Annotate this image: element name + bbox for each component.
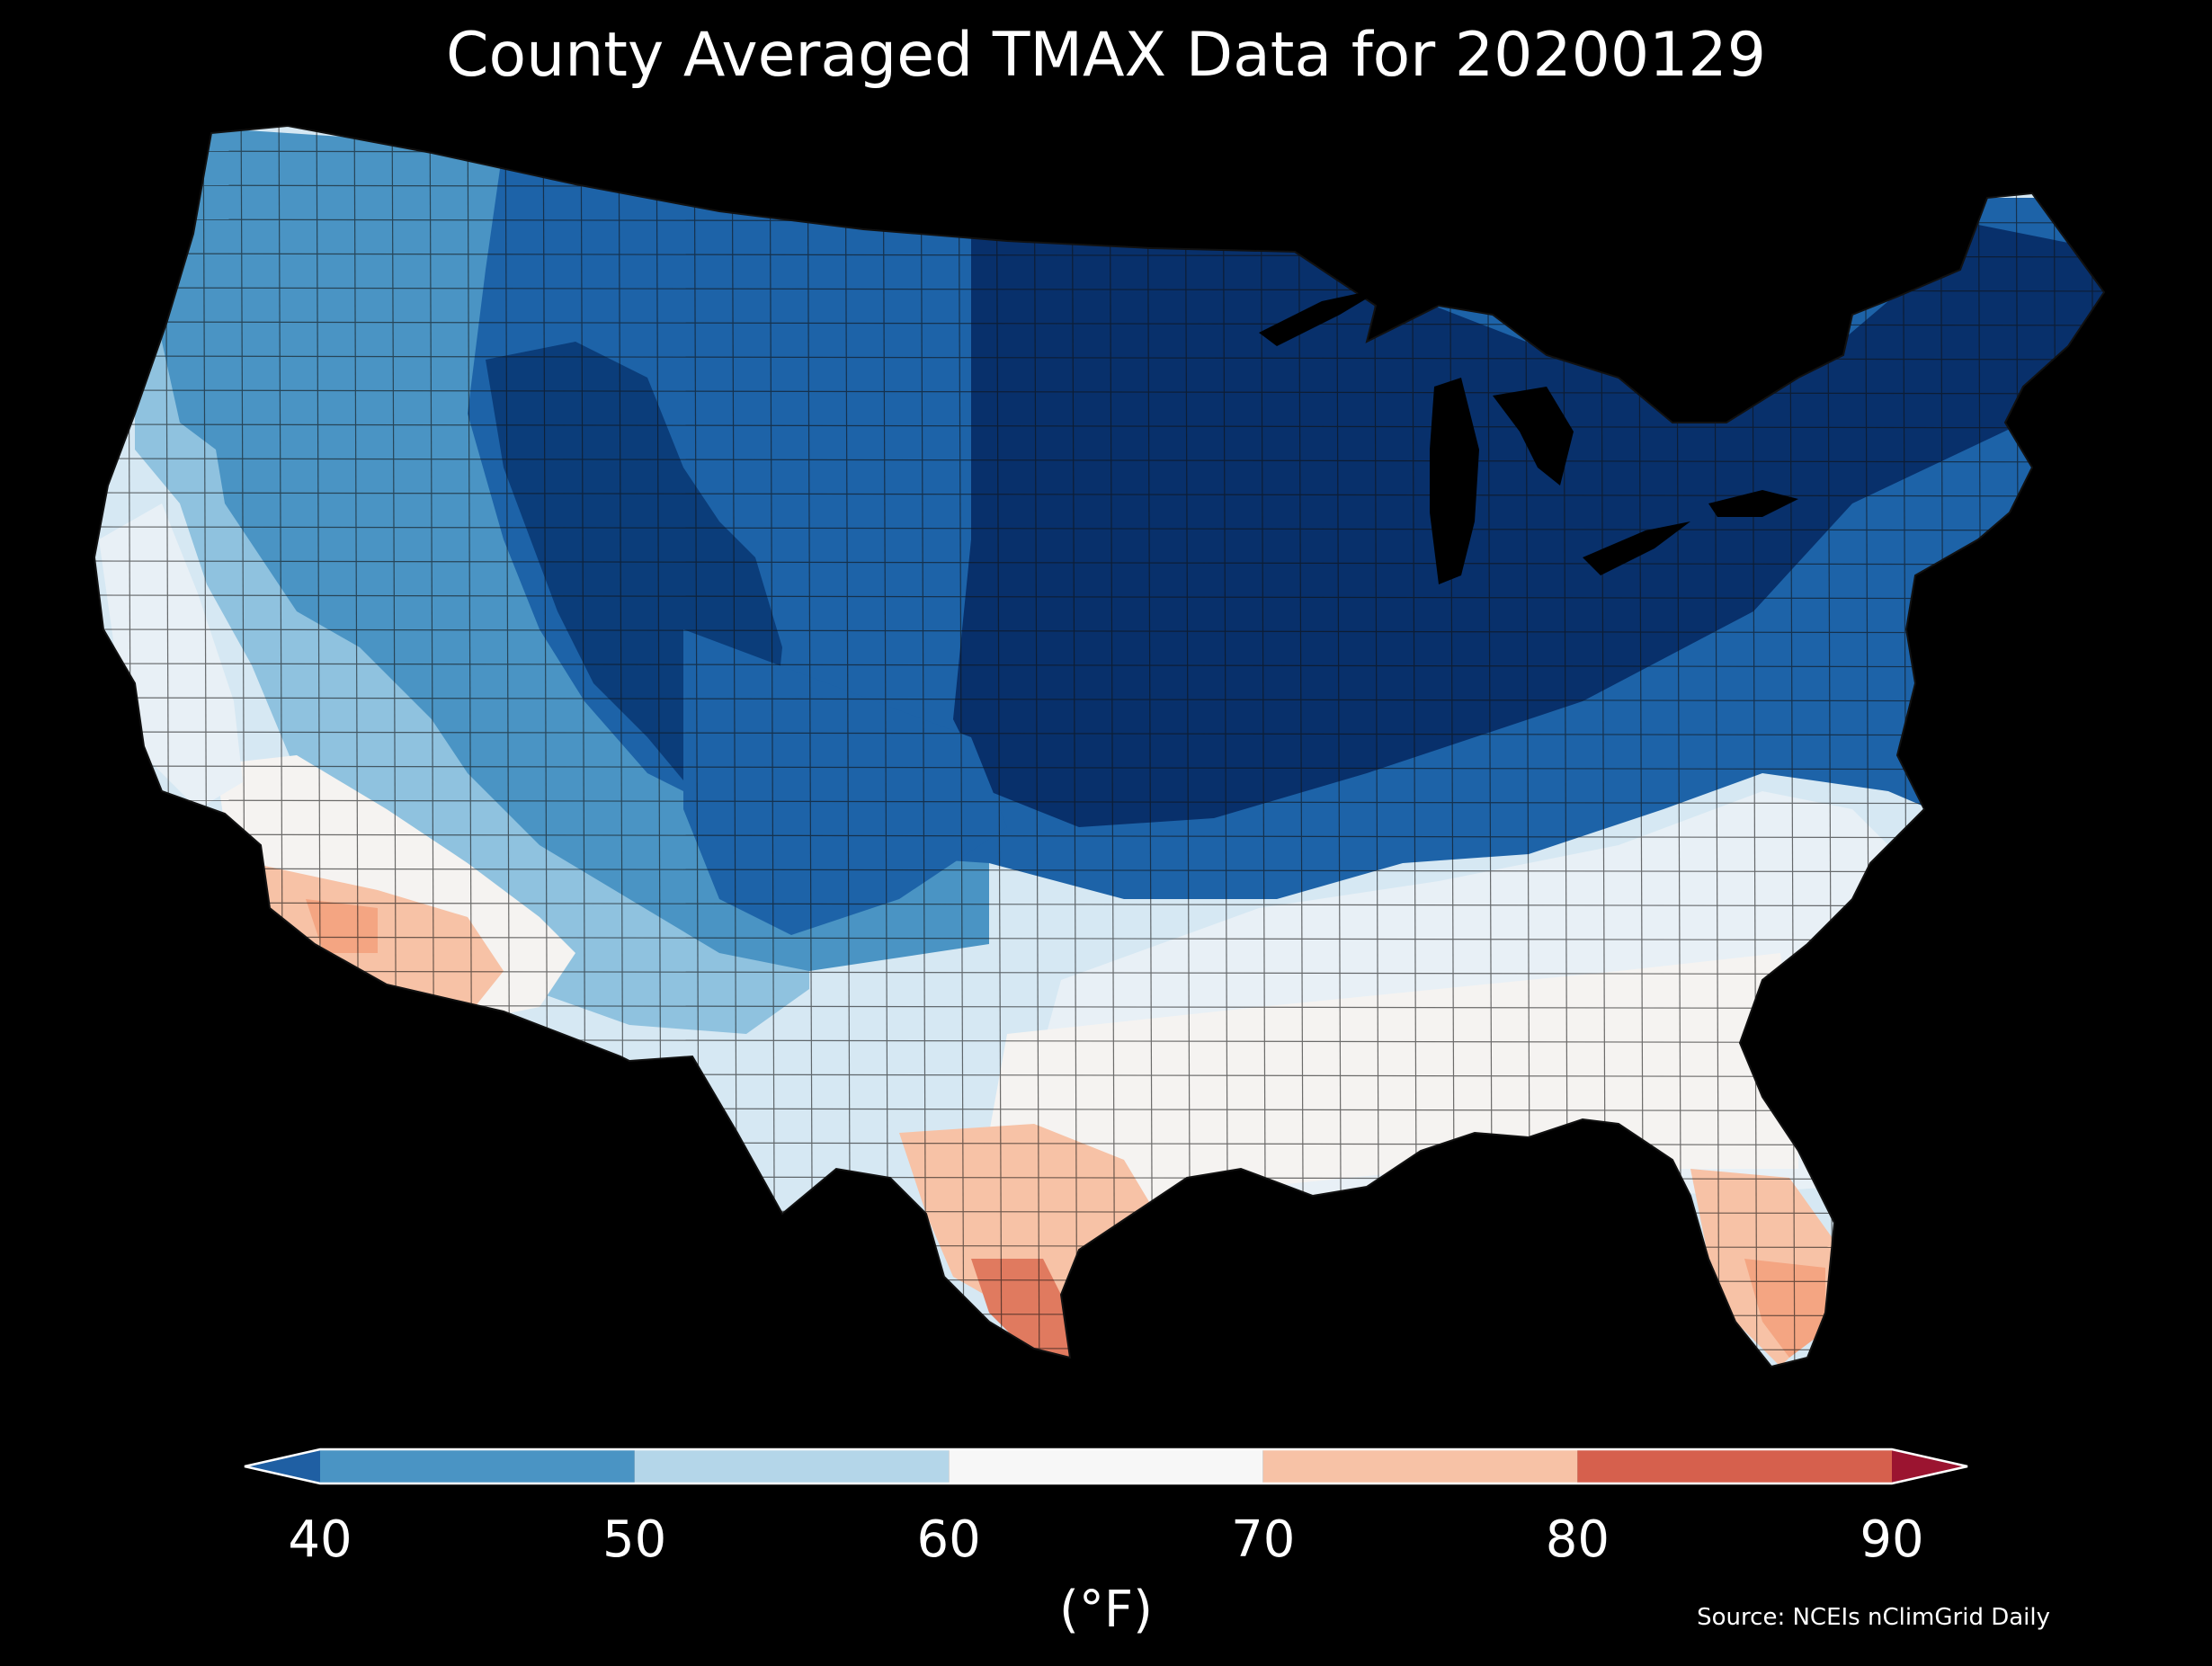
colorbar-tick-70: 70: [1231, 1510, 1296, 1569]
colorbar-tick-90: 90: [1860, 1510, 1924, 1569]
colorbar-bin-2: [949, 1449, 1263, 1483]
lake-ontario: [1708, 490, 1798, 517]
colorbar-under-arrow: [245, 1449, 320, 1483]
colorbar-bin-1: [634, 1449, 950, 1483]
colorbar-bin-4: [1577, 1449, 1892, 1483]
colorbar-over-arrow: [1892, 1449, 1967, 1483]
lake-huron: [1493, 387, 1574, 486]
map-title: County Averaged TMAX Data for 20200129: [446, 20, 1766, 91]
colorbar-tick-50: 50: [602, 1510, 667, 1569]
lake-superior: [1259, 288, 1385, 346]
lake-michigan: [1430, 378, 1479, 584]
colorbar-bin-0: [320, 1449, 635, 1483]
source-label: Source: NCEIs nClimGrid Daily: [1697, 1604, 2050, 1631]
colorbar-tick-60: 60: [916, 1510, 981, 1569]
colorbar-tick-40: 40: [288, 1510, 352, 1569]
colorbar-tick-80: 80: [1545, 1510, 1610, 1569]
lake-erie: [1583, 521, 1690, 575]
colorbar-outline: [244, 1448, 1968, 1485]
colorbar-bin-3: [1262, 1449, 1578, 1483]
colorbar-unit-label: (°F): [1059, 1581, 1153, 1639]
